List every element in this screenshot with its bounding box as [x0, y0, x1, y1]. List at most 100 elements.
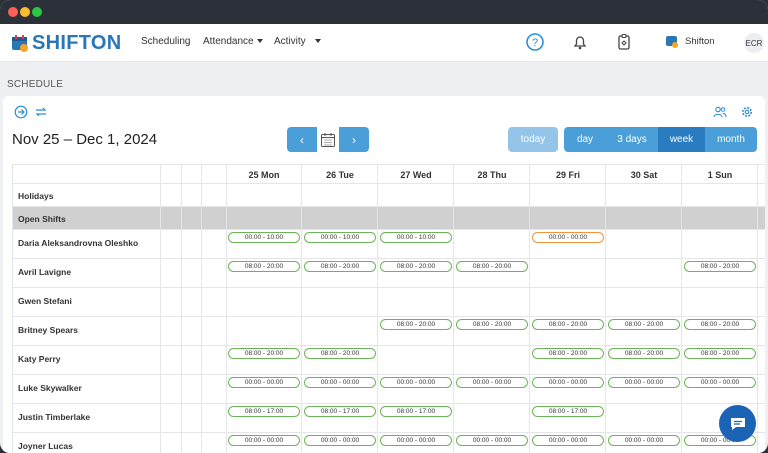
day-cell[interactable]: [682, 207, 758, 229]
day-cell[interactable]: [682, 433, 758, 453]
shift-pill[interactable]: 08:00 - 20:00: [456, 319, 528, 330]
day-cell[interactable]: [606, 404, 682, 432]
shift-pill[interactable]: 08:00 - 20:00: [684, 348, 756, 359]
shift-pill[interactable]: 00:00 - 10:00: [228, 232, 300, 243]
day-cell[interactable]: [682, 259, 758, 287]
day-cell[interactable]: [302, 375, 378, 403]
bell-icon[interactable]: [570, 32, 590, 52]
shift-pill[interactable]: 00:00 - 00:00: [608, 435, 680, 446]
arrow-right-circle-icon[interactable]: [14, 105, 28, 119]
shift-pill[interactable]: 00:00 - 00:00: [228, 435, 300, 446]
employee-name[interactable]: Luke Skywalker: [18, 383, 82, 393]
swap-arrows-icon[interactable]: [34, 105, 48, 119]
close-window-button[interactable]: [8, 7, 18, 17]
day-cell[interactable]: [226, 433, 302, 453]
shift-pill[interactable]: 00:00 - 00:00: [532, 377, 604, 388]
day-cell[interactable]: [226, 375, 302, 403]
day-cell[interactable]: [606, 375, 682, 403]
day-cell[interactable]: [606, 288, 682, 316]
day-cell[interactable]: [378, 259, 454, 287]
day-cell[interactable]: [682, 230, 758, 258]
day-cell[interactable]: [530, 207, 606, 229]
day-cell[interactable]: [302, 207, 378, 229]
nav-activity[interactable]: Activity: [274, 36, 321, 47]
day-cell[interactable]: [378, 404, 454, 432]
day-header[interactable]: 26 Tue: [326, 170, 354, 180]
shift-pill[interactable]: 08:00 - 20:00: [608, 319, 680, 330]
today-button[interactable]: today: [508, 127, 558, 152]
shift-pill[interactable]: 08:00 - 20:00: [228, 348, 300, 359]
day-cell[interactable]: [302, 346, 378, 374]
shift-pill[interactable]: 08:00 - 20:00: [456, 261, 528, 272]
day-cell[interactable]: [454, 433, 530, 453]
day-cell[interactable]: [454, 317, 530, 345]
shift-pill[interactable]: 00:00 - 10:00: [380, 232, 452, 243]
shift-pill[interactable]: 00:00 - 00:00: [608, 377, 680, 388]
day-cell[interactable]: [606, 433, 682, 453]
day-cell[interactable]: [378, 288, 454, 316]
day-cell[interactable]: [302, 230, 378, 258]
day-cell[interactable]: [682, 404, 758, 432]
shift-pill[interactable]: 08:00 - 17:00: [228, 406, 300, 417]
day-cell[interactable]: [530, 288, 606, 316]
day-cell[interactable]: [530, 404, 606, 432]
day-cell[interactable]: [226, 404, 302, 432]
prev-week-button[interactable]: ‹: [287, 127, 317, 152]
day-cell[interactable]: [454, 259, 530, 287]
shift-pill[interactable]: 08:00 - 20:00: [532, 319, 604, 330]
user-menu[interactable]: Shifton: [665, 34, 715, 48]
shift-pill[interactable]: 08:00 - 20:00: [684, 261, 756, 272]
day-cell[interactable]: [226, 288, 302, 316]
minimize-window-button[interactable]: [20, 7, 30, 17]
day-cell[interactable]: [302, 404, 378, 432]
day-cell[interactable]: [302, 433, 378, 453]
day-cell[interactable]: [606, 259, 682, 287]
shift-pill[interactable]: 00:00 - 00:00: [456, 377, 528, 388]
shift-pill[interactable]: 08:00 - 20:00: [228, 261, 300, 272]
day-cell[interactable]: [378, 230, 454, 258]
day-cell[interactable]: [378, 433, 454, 453]
day-cell[interactable]: [454, 346, 530, 374]
day-cell[interactable]: [606, 317, 682, 345]
shift-pill[interactable]: 00:00 - 00:00: [532, 232, 604, 243]
day-header[interactable]: 27 Wed: [400, 170, 432, 180]
view-day-button[interactable]: day: [564, 127, 606, 152]
day-cell[interactable]: [378, 184, 454, 206]
day-cell[interactable]: [454, 207, 530, 229]
day-cell[interactable]: [682, 346, 758, 374]
shift-pill[interactable]: 00:00 - 10:00: [304, 232, 376, 243]
day-cell[interactable]: [226, 230, 302, 258]
employee-name[interactable]: Gwen Stefani: [18, 296, 72, 306]
shift-pill[interactable]: 00:00 - 00:00: [228, 377, 300, 388]
help-icon[interactable]: ?: [525, 32, 545, 52]
shift-pill[interactable]: 08:00 - 17:00: [532, 406, 604, 417]
shift-pill[interactable]: 00:00 - 00:00: [684, 377, 756, 388]
day-cell[interactable]: [226, 259, 302, 287]
day-header[interactable]: 29 Fri: [555, 170, 580, 180]
maximize-window-button[interactable]: [32, 7, 42, 17]
shift-pill[interactable]: 08:00 - 20:00: [304, 261, 376, 272]
day-cell[interactable]: [530, 259, 606, 287]
calendar-picker-button[interactable]: [317, 127, 339, 152]
day-cell[interactable]: [378, 375, 454, 403]
day-cell[interactable]: [226, 346, 302, 374]
day-header[interactable]: 25 Mon: [248, 170, 280, 180]
employee-name[interactable]: Joyner Lucas: [18, 441, 73, 451]
shift-pill[interactable]: 08:00 - 20:00: [380, 319, 452, 330]
employee-name[interactable]: Daria Aleksandrovna Oleshko: [18, 238, 139, 248]
day-cell[interactable]: [378, 207, 454, 229]
shift-pill[interactable]: 08:00 - 20:00: [684, 319, 756, 330]
employee-name[interactable]: Avril Lavigne: [18, 267, 72, 277]
day-cell[interactable]: [606, 230, 682, 258]
chat-button[interactable]: [719, 405, 756, 442]
day-cell[interactable]: [454, 288, 530, 316]
shift-pill[interactable]: 08:00 - 17:00: [380, 406, 452, 417]
day-cell[interactable]: [454, 230, 530, 258]
day-cell[interactable]: [454, 375, 530, 403]
day-cell[interactable]: [226, 207, 302, 229]
day-cell[interactable]: [378, 317, 454, 345]
day-cell[interactable]: [606, 184, 682, 206]
shift-pill[interactable]: 00:00 - 00:00: [532, 435, 604, 446]
day-cell[interactable]: [226, 184, 302, 206]
brand-logo[interactable]: SHIFTON: [11, 32, 122, 54]
